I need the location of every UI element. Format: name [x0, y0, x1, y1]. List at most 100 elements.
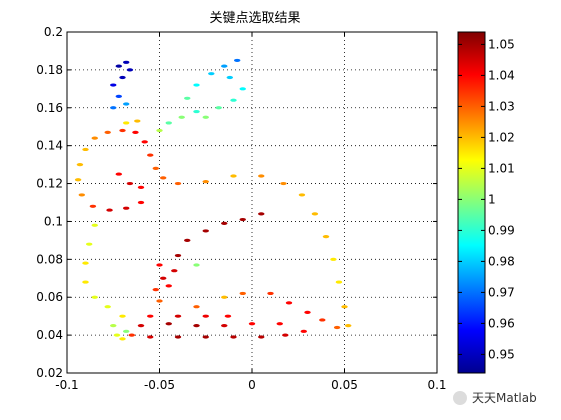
scatter-point — [123, 102, 130, 106]
colorbar-tick-label: 0.99 — [488, 223, 515, 237]
y-tick-label: 0.12 — [36, 177, 63, 191]
watermark-text: 天天Matlab — [472, 391, 537, 405]
x-axis-ticks: -0.1 -0.05 0 0.05 0.1 — [55, 32, 447, 392]
scatter-point — [304, 310, 311, 314]
scatter-point — [123, 206, 130, 210]
scatter-point — [123, 329, 130, 333]
scatter-point — [171, 269, 178, 273]
scatter-point — [202, 229, 209, 233]
scatter-point — [221, 295, 228, 299]
scatter-point — [239, 291, 246, 296]
scatter-point — [202, 335, 209, 339]
scatter-point — [165, 322, 172, 326]
scatter-point — [147, 314, 154, 318]
scatter-point — [221, 324, 228, 328]
scatter-point — [82, 280, 89, 284]
scatter-point — [193, 109, 200, 114]
scatter-point — [82, 147, 89, 152]
scatter-point — [152, 166, 159, 170]
scatter-point — [298, 193, 306, 197]
plot-area: -0.1 -0.05 0 0.05 0.1 0.02 0.04 0.06 0.08 0.1 0.1… — [36, 25, 446, 392]
scatter-point — [193, 263, 200, 267]
scatter-point — [224, 314, 232, 318]
scatter-point — [141, 140, 148, 144]
scatter-point — [115, 64, 123, 68]
scatter-point — [280, 181, 287, 186]
scatter-point — [137, 200, 145, 205]
scatter-point — [282, 333, 289, 337]
x-tick-label: -0.05 — [144, 378, 175, 392]
scatter-point — [221, 221, 228, 225]
scatter-point — [208, 72, 215, 76]
scatter-point — [113, 333, 121, 337]
y-tick-label: 0.02 — [36, 366, 63, 380]
y-tick-label: 0.18 — [36, 63, 63, 77]
colorbar-ticks: 0.95 0.96 0.97 0.98 0.99 1 1.01 1.02 1.03 1.04 1.0… — [458, 37, 515, 361]
scatter-point — [193, 305, 200, 309]
scatter-point — [276, 322, 283, 326]
scatter-point — [258, 335, 265, 339]
scatter-point — [341, 305, 348, 309]
scatter-point — [230, 335, 237, 339]
scatter-point — [147, 335, 154, 339]
y-tick-label: 0.06 — [36, 290, 63, 304]
scatter-point — [104, 130, 111, 135]
scatter-point — [110, 83, 117, 87]
scatter-point — [78, 193, 86, 197]
colorbar-tick-label: 1.05 — [488, 37, 515, 51]
scatter-point — [300, 329, 307, 333]
scatter-point — [137, 324, 145, 328]
y-tick-label: 0.04 — [36, 328, 63, 342]
scatter-point — [258, 174, 265, 178]
scatter-point — [226, 75, 233, 80]
plot-frame — [66, 31, 438, 374]
scatter-point — [119, 75, 126, 80]
scatter-point — [333, 325, 341, 330]
scatter-point — [126, 68, 134, 72]
scatter-point — [165, 121, 172, 125]
scatter-point — [202, 314, 209, 318]
scatter-point — [165, 284, 172, 288]
scatter-point — [104, 305, 111, 309]
scatter-point — [82, 261, 89, 265]
wechat-icon — [453, 391, 467, 405]
scatter-point — [174, 181, 182, 186]
chart-title: 关键点选取结果 — [209, 11, 300, 26]
scatter-point — [285, 301, 293, 305]
grid-lines — [67, 32, 437, 373]
scatter-point — [156, 263, 163, 267]
colorbar-gradient — [457, 31, 486, 374]
scatter-point — [174, 253, 182, 258]
scatter-point — [128, 333, 135, 337]
scatter-point — [178, 115, 185, 119]
scatter-point — [110, 324, 117, 328]
colorbar-tick-label: 0.96 — [488, 316, 515, 330]
y-tick-label: 0.16 — [36, 101, 63, 115]
y-tick-label: 0.08 — [36, 252, 63, 266]
scatter-point — [215, 106, 222, 110]
scatter-point — [174, 335, 182, 339]
y-axis-ticks: 0.02 0.04 0.06 0.08 0.1 0.12 0.14 0.16 0.18 0.2 — [36, 25, 437, 380]
scatter-point — [311, 212, 319, 216]
scatter-point — [115, 94, 123, 99]
y-tick-label: 0.14 — [36, 139, 63, 153]
colorbar-tick-label: 0.98 — [488, 254, 515, 268]
scatter-point — [202, 180, 209, 184]
scatter-point — [230, 98, 237, 102]
scatter-point — [123, 60, 130, 64]
x-tick-label: -0.1 — [55, 378, 78, 392]
scatter-point — [267, 291, 274, 296]
scatter-point — [174, 314, 182, 318]
scatter-points — [74, 58, 352, 341]
x-tick-label: 0.05 — [331, 378, 358, 392]
scatter-point — [160, 176, 167, 180]
y-tick-label: 0.2 — [44, 25, 63, 39]
x-tick-label: 0 — [248, 378, 256, 392]
scatter-point — [230, 174, 237, 178]
watermark: 天天Matlab — [453, 391, 537, 405]
scatter-point — [330, 257, 337, 261]
scatter-point — [126, 181, 134, 186]
x-tick-label: 0.1 — [427, 378, 446, 392]
scatter-point — [193, 83, 200, 87]
